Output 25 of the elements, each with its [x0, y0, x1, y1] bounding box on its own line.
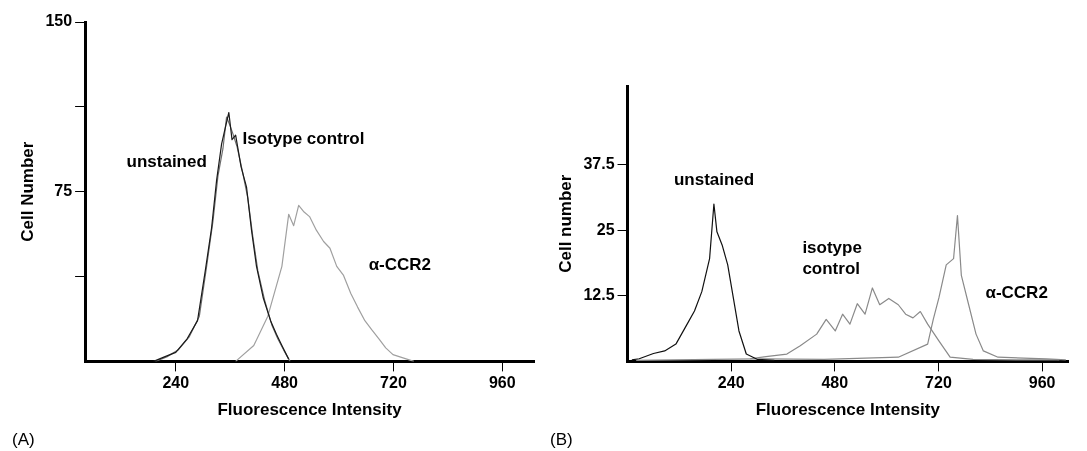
x-tick-label: 960 [488, 374, 516, 392]
series-label: α-CCR2 [985, 283, 1048, 303]
y-axis-title: Cell Number [17, 141, 37, 242]
text: (A) [12, 430, 35, 450]
x-axis-title: Fluorescence Intensity [755, 400, 941, 420]
y-tick-label: 12.5 [583, 286, 615, 304]
series-label: isotype control [802, 237, 862, 278]
x-tick-label: 720 [380, 374, 407, 392]
series-label: Isotype control [242, 128, 365, 148]
y-tick-label: 150 [45, 12, 73, 30]
x-axis-title: Fluorescence Intensity [217, 400, 403, 420]
x-tick-label: 240 [717, 374, 745, 392]
y-tick-label: 75 [54, 182, 73, 200]
series-label: α-CCR2 [368, 254, 432, 274]
x-tick-label: 480 [271, 374, 299, 392]
series-label: unstained [126, 152, 207, 172]
x-tick-label: 960 [1028, 374, 1056, 392]
y-axis-title: Cell number [555, 174, 575, 273]
series-label: unstained [673, 169, 755, 189]
x-tick-label: 480 [821, 374, 849, 392]
y-tick-label: 25 [596, 220, 615, 238]
x-tick-label: 720 [925, 374, 952, 392]
y-tick-label: 37.5 [583, 155, 615, 173]
text: (B) [550, 430, 573, 450]
x-tick-label: 240 [162, 374, 190, 392]
